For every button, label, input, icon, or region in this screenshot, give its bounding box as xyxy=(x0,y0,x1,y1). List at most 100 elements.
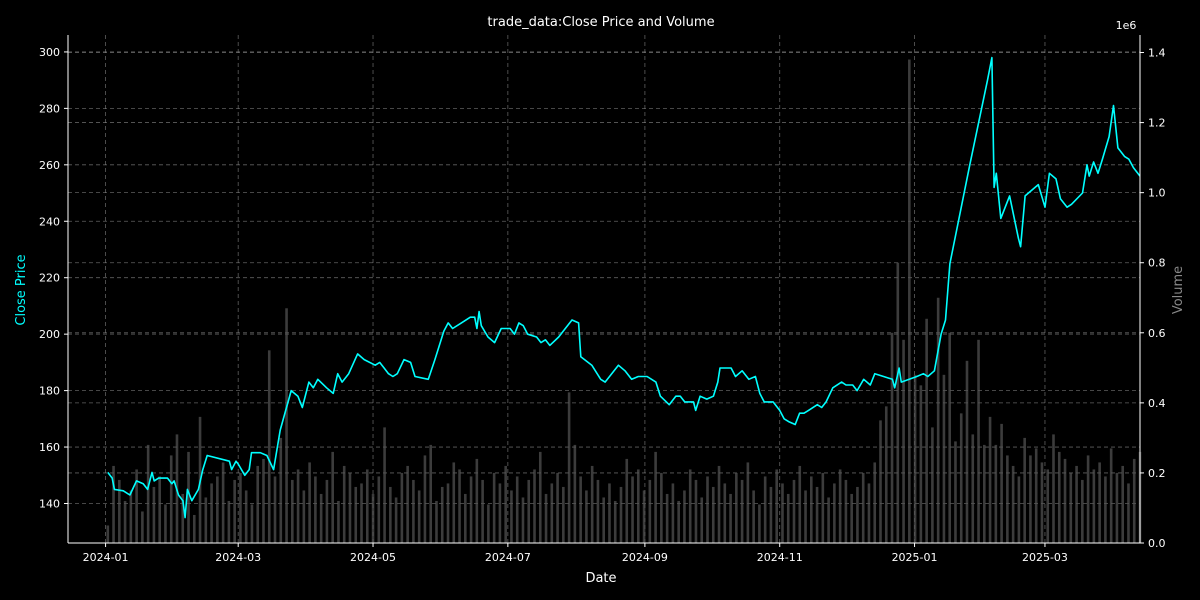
volume-bar xyxy=(498,483,502,543)
volume-bar xyxy=(1086,455,1090,543)
volume-bar xyxy=(1069,472,1073,543)
volume-bar xyxy=(660,472,663,543)
y2-tick-label: 0.2 xyxy=(1148,467,1166,480)
y2-tick-label: 0.4 xyxy=(1148,397,1166,410)
volume-bar xyxy=(504,465,507,543)
volume-bar xyxy=(521,497,525,543)
volume-bar xyxy=(216,476,219,543)
y2-offset-text: 1e6 xyxy=(1116,19,1137,32)
volume-bar xyxy=(527,479,531,543)
volume-bar xyxy=(1092,469,1096,543)
y2-tick-label: 0.8 xyxy=(1148,257,1166,270)
volume-bar xyxy=(752,490,755,543)
volume-bar xyxy=(648,479,652,543)
volume-bar xyxy=(1040,462,1044,543)
volume-bar xyxy=(135,469,138,543)
volume-bar xyxy=(821,472,825,543)
volume-bar xyxy=(683,490,686,543)
volume-bar xyxy=(983,444,986,543)
volume-bar xyxy=(694,479,698,543)
volume-bar xyxy=(919,385,923,543)
volume-bar xyxy=(1075,465,1078,543)
volume-bar xyxy=(296,469,300,543)
volume-bar xyxy=(861,472,865,543)
volume-bar xyxy=(856,486,859,543)
y2-tick-label: 1.2 xyxy=(1148,117,1166,130)
volume-bar xyxy=(342,465,346,543)
volume-bar xyxy=(977,339,980,543)
volume-bar xyxy=(440,486,444,543)
volume-bar xyxy=(573,444,577,543)
volume-bar xyxy=(273,476,277,543)
volume-bar xyxy=(250,504,254,543)
volume-bar xyxy=(544,493,548,543)
volume-bar xyxy=(267,350,271,543)
volume-bar xyxy=(735,472,738,543)
volume-bar xyxy=(786,493,790,543)
volume-bar xyxy=(844,479,848,543)
volume-bar xyxy=(763,476,767,543)
volume-bar xyxy=(758,504,761,543)
volume-bar xyxy=(925,318,928,543)
volume-bar xyxy=(487,504,490,543)
volume-bar xyxy=(169,455,173,543)
volume-bar xyxy=(896,262,900,543)
volume-bar xyxy=(688,469,692,543)
y-tick-label: 220 xyxy=(39,272,60,285)
x-tick-label: 2024-11 xyxy=(757,551,803,564)
volume-bar xyxy=(769,486,773,543)
volume-bar xyxy=(394,497,398,543)
volume-bar xyxy=(585,490,588,543)
price-line xyxy=(107,56,1141,519)
volume-bar xyxy=(233,479,236,543)
volume-bar xyxy=(1023,437,1026,543)
volume-bar xyxy=(1098,462,1101,543)
volume-bar xyxy=(123,500,127,543)
volume-bar xyxy=(711,486,715,543)
volume-bar xyxy=(492,472,496,543)
volume-bar xyxy=(729,493,732,543)
volume-bar xyxy=(740,479,744,543)
y-tick-label: 280 xyxy=(39,102,60,115)
volume-bar xyxy=(677,500,680,543)
volume-bar xyxy=(279,437,283,543)
volume-bar xyxy=(446,483,450,543)
volume-bar xyxy=(1081,479,1084,543)
volume-bar xyxy=(118,479,121,543)
volume-bar xyxy=(631,476,634,543)
volume-bar xyxy=(567,392,571,543)
volume-bar xyxy=(556,472,559,543)
volume-bar xyxy=(994,444,998,543)
volume-bar xyxy=(827,497,830,543)
y-tick-label: 140 xyxy=(39,497,60,510)
volume-bar xyxy=(383,427,386,543)
y-axis-label: Close Price xyxy=(14,254,29,325)
volume-bar xyxy=(458,469,461,543)
volume-bar xyxy=(244,490,248,543)
volume-bar xyxy=(187,451,190,543)
volume-bar xyxy=(1000,423,1003,543)
volume-bar xyxy=(637,469,640,543)
x-axis-label: Date xyxy=(585,571,616,586)
volume-bars xyxy=(106,59,1142,543)
volume-bar xyxy=(164,504,167,543)
volume-bar xyxy=(948,332,952,543)
volume-bar xyxy=(850,493,853,543)
volume-bar xyxy=(210,483,213,543)
volume-bar xyxy=(256,465,260,543)
volume-bar xyxy=(152,486,156,543)
volume-bar xyxy=(562,486,565,543)
volume-bar xyxy=(1127,483,1130,543)
volume-bar xyxy=(884,406,888,543)
volume-bar xyxy=(302,490,306,543)
volume-bar xyxy=(665,493,669,543)
volume-bar xyxy=(1121,465,1125,543)
volume-bar xyxy=(1115,472,1119,543)
volume-bar xyxy=(1132,458,1136,543)
volume-bar xyxy=(181,493,185,543)
volume-bar xyxy=(908,59,911,543)
price-line-group xyxy=(107,56,1141,519)
y-tick-label: 260 xyxy=(39,159,60,172)
volume-bar xyxy=(1057,451,1061,543)
